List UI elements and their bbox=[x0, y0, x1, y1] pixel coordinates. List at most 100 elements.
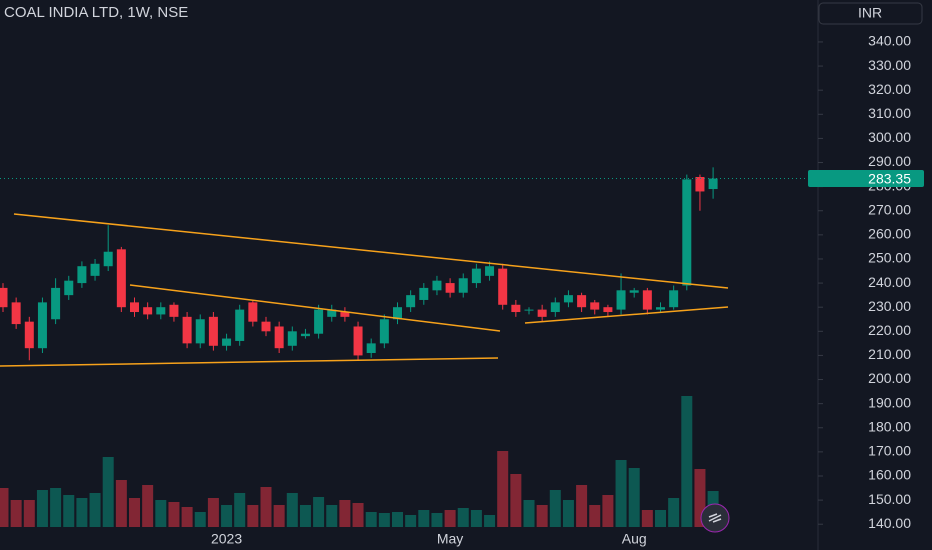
last-price-box bbox=[808, 170, 924, 188]
candle-body bbox=[485, 266, 495, 276]
y-tick-label: 250.00 bbox=[868, 250, 911, 266]
candle-body bbox=[235, 309, 245, 341]
y-tick-label: 140.00 bbox=[868, 515, 911, 531]
candle-body bbox=[577, 295, 587, 308]
candle-body bbox=[511, 304, 521, 313]
volume-bar bbox=[378, 513, 390, 527]
volume-bar bbox=[247, 505, 259, 527]
candle-body bbox=[11, 302, 21, 325]
volume-bar bbox=[234, 493, 246, 527]
candle-body bbox=[498, 268, 508, 305]
candle-layer bbox=[0, 167, 718, 361]
volume-bar bbox=[326, 505, 338, 527]
volume-bar bbox=[0, 488, 9, 527]
candle-body bbox=[393, 307, 402, 320]
y-tick-label: 170.00 bbox=[868, 443, 911, 459]
volume-bar bbox=[602, 495, 614, 527]
y-tick-label: 220.00 bbox=[868, 322, 911, 338]
candle-body bbox=[682, 179, 692, 286]
candle-body bbox=[169, 304, 179, 317]
candle-body bbox=[353, 326, 363, 356]
trendline bbox=[13, 213, 729, 289]
candle-body bbox=[563, 295, 573, 303]
y-tick-label: 230.00 bbox=[868, 298, 911, 314]
y-tick-label: 270.00 bbox=[868, 201, 911, 217]
volume-bar bbox=[457, 508, 469, 527]
volume-bar bbox=[497, 451, 509, 527]
volume-bar bbox=[273, 505, 285, 527]
volume-bar bbox=[628, 468, 640, 527]
volume-bar bbox=[76, 498, 88, 527]
volume-bar bbox=[431, 513, 443, 527]
y-tick-label: 200.00 bbox=[868, 370, 911, 386]
volume-bar bbox=[589, 505, 601, 527]
replay-icon-glyph bbox=[708, 513, 722, 523]
candle-body bbox=[103, 251, 113, 267]
trendline bbox=[129, 284, 501, 332]
y-tick-label: 320.00 bbox=[868, 81, 911, 97]
y-tick-label: 190.00 bbox=[868, 394, 911, 410]
candle-body bbox=[432, 280, 442, 291]
volume-bar bbox=[299, 505, 311, 527]
candle-body bbox=[616, 290, 626, 310]
candle-body bbox=[379, 319, 389, 344]
candle-body bbox=[51, 287, 61, 320]
x-tick-label: 2023 bbox=[211, 531, 242, 547]
candle-body bbox=[156, 307, 166, 315]
volume-bar bbox=[23, 500, 35, 527]
candle-body bbox=[590, 302, 600, 310]
volume-bar bbox=[142, 485, 154, 527]
candle-body bbox=[90, 263, 100, 276]
volume-bar bbox=[50, 488, 62, 527]
candle-body bbox=[248, 302, 258, 322]
candle-body bbox=[24, 321, 34, 349]
volume-bar bbox=[89, 493, 101, 527]
candle-body bbox=[287, 331, 297, 346]
y-tick-label: 330.00 bbox=[868, 57, 911, 73]
candle-body bbox=[77, 266, 87, 284]
volume-bar bbox=[102, 457, 114, 527]
y-tick-label: 340.00 bbox=[868, 33, 911, 49]
volume-bar bbox=[129, 498, 140, 527]
candle-body bbox=[195, 319, 205, 344]
volume-bar bbox=[260, 487, 272, 527]
volume-bar bbox=[681, 396, 693, 527]
volume-bar bbox=[286, 493, 298, 527]
candle-body bbox=[471, 268, 481, 284]
x-tick-label: Aug bbox=[622, 531, 647, 547]
y-tick-label: 290.00 bbox=[868, 153, 911, 169]
candle-body bbox=[419, 287, 429, 300]
y-tick-label: 310.00 bbox=[868, 105, 911, 121]
volume-bar bbox=[115, 480, 127, 527]
candle-body bbox=[143, 307, 153, 315]
candle-body bbox=[274, 326, 284, 349]
candle-body bbox=[656, 307, 665, 310]
volume-bar bbox=[549, 490, 561, 527]
y-tick-label: 240.00 bbox=[868, 274, 911, 290]
volume-bar bbox=[313, 497, 325, 527]
volume-bar bbox=[536, 505, 548, 527]
volume-bar bbox=[181, 507, 193, 527]
currency-button[interactable] bbox=[818, 2, 923, 25]
candle-body bbox=[642, 290, 652, 310]
candle-body bbox=[261, 321, 271, 332]
candle-body bbox=[366, 343, 376, 354]
candle-body bbox=[327, 309, 337, 317]
candle-body bbox=[708, 178, 718, 190]
volume-bar bbox=[63, 495, 75, 527]
volume-bar bbox=[418, 510, 430, 527]
volume-bar bbox=[510, 474, 522, 527]
currency-label[interactable]: INR bbox=[858, 5, 882, 21]
candle-body bbox=[445, 283, 455, 293]
volume-bar bbox=[10, 500, 22, 527]
candle-body bbox=[537, 309, 547, 317]
volume-bar bbox=[444, 510, 456, 527]
volume-bar bbox=[365, 512, 377, 527]
y-tick-label: 180.00 bbox=[868, 418, 911, 434]
volume-bar bbox=[668, 498, 680, 527]
volume-bar bbox=[36, 490, 48, 527]
volume-bar bbox=[221, 505, 233, 527]
candle-body bbox=[37, 302, 47, 349]
